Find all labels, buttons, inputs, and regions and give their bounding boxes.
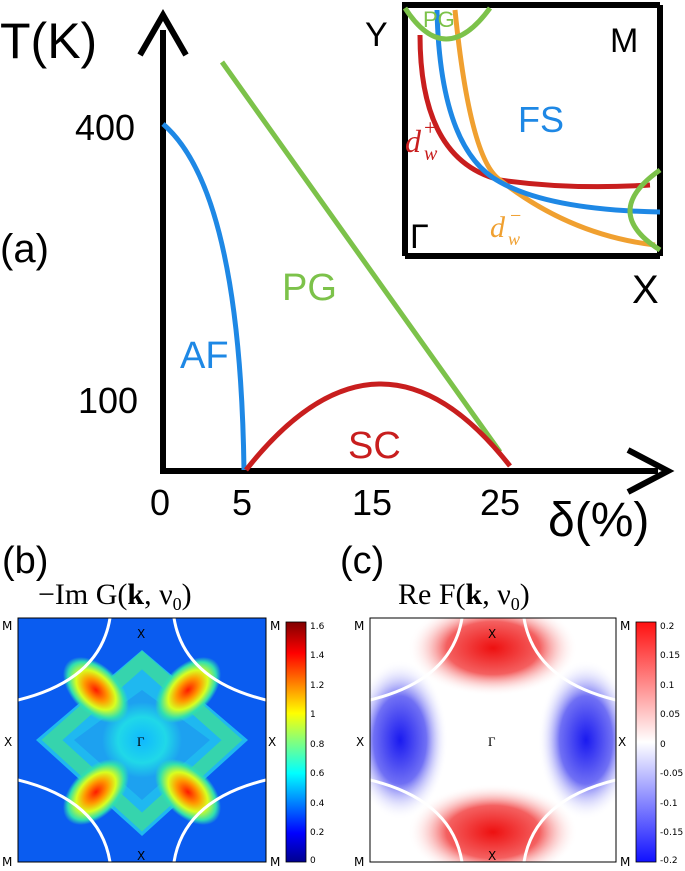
dw-plus-label: d w +	[405, 115, 438, 165]
svg-text:−: −	[510, 205, 521, 227]
sc-dome	[244, 381, 512, 472]
x-point-label: X	[356, 735, 364, 749]
fermi-surface-inset: Y M Γ X PG FS d w + d w −	[365, 2, 663, 312]
y-axis-arrow	[137, 8, 189, 57]
cbar-tick: -0.2	[660, 856, 678, 866]
inset-pg-label: PG	[423, 7, 455, 32]
x-point-label: X	[268, 735, 276, 749]
corner-m: M	[620, 619, 630, 633]
cbar-tick: 0.15	[660, 651, 680, 661]
inset-gamma-label: Γ	[410, 218, 429, 256]
y-axis-label: T(K)	[0, 13, 97, 69]
fs-curve	[434, 9, 661, 215]
corner-m: M	[2, 619, 12, 633]
inset-frame-left	[402, 2, 520, 256]
panel-c-title: Re F(k, ν0)	[398, 578, 530, 614]
x-tick-0: 0	[150, 482, 170, 523]
panel-b: (b) −Im G(k, ν0) M M	[2, 540, 325, 869]
x-tick-25: 25	[480, 482, 520, 523]
inset-fs-label: FS	[518, 99, 564, 140]
cbar-tick: -0.15	[660, 828, 683, 838]
pg-boundary	[219, 60, 503, 454]
x-point-label: X	[488, 627, 496, 641]
corner-m: M	[270, 619, 280, 633]
inset-m-label: M	[610, 22, 638, 60]
cbar-tick: 1.6	[310, 622, 325, 632]
x-tick-5: 5	[232, 482, 252, 523]
cbar-tick: -0.05	[660, 769, 683, 779]
inset-y-label: Y	[365, 16, 388, 54]
cbar-tick: 1.4	[310, 651, 325, 661]
panel-b-title: −Im G(k, ν0)	[38, 578, 192, 614]
y-tick-100: 100	[78, 380, 138, 421]
cbar-tick: 0.2	[310, 828, 324, 838]
af-label: AF	[180, 335, 229, 377]
cbar-tick: 1.2	[310, 681, 324, 691]
af-boundary	[161, 122, 247, 471]
sc-label: SC	[348, 425, 401, 467]
fs-arc	[370, 618, 464, 702]
corner-m: M	[354, 855, 364, 869]
fs-arc	[172, 618, 266, 702]
cbar-tick: 0	[310, 856, 316, 866]
gamma-label: Γ	[488, 734, 496, 749]
cbar-tick: 0.2	[660, 622, 674, 632]
cbar-tick: 0.1	[660, 681, 674, 691]
inset-x-label: X	[632, 268, 659, 312]
dw-minus-label: d w −	[490, 205, 521, 249]
svg-text:w: w	[424, 143, 438, 165]
spectral-map	[18, 618, 266, 862]
x-point-label: X	[4, 735, 12, 749]
cbar-tick: 0.4	[310, 799, 325, 809]
x-axis-label: δ(%)	[548, 494, 649, 547]
corner-m: M	[620, 855, 630, 869]
corner-m: M	[2, 855, 12, 869]
pg-label: PG	[282, 267, 337, 309]
panel-label-a: (a)	[0, 227, 49, 271]
x-point-label: X	[488, 849, 496, 863]
svg-text:d: d	[405, 123, 422, 159]
x-point-label: X	[618, 735, 626, 749]
fs-arc	[522, 618, 616, 702]
cbar-tick: -0.1	[660, 799, 678, 809]
svg-text:+: +	[424, 115, 436, 140]
cbar-tick: 0.8	[310, 740, 325, 750]
x-tick-15: 15	[352, 482, 392, 523]
fs-arc	[522, 778, 616, 862]
colorbar-b	[285, 621, 307, 863]
svg-text:d: d	[490, 211, 506, 244]
fs-arc	[370, 778, 464, 862]
x-axis-arrow	[626, 447, 675, 495]
cbar-tick: 1	[310, 710, 316, 720]
panel-label-b: (b)	[2, 540, 48, 582]
panel-label-c: (c)	[340, 540, 384, 582]
colorbar-c	[635, 621, 657, 863]
cbar-tick: 0.6	[310, 769, 325, 779]
svg-text:w: w	[508, 229, 520, 249]
cbar-tick: 0.05	[660, 710, 680, 720]
panel-c: (c) Re F(k, ν0) M M M M X X X X Γ	[340, 540, 683, 869]
cbar-tick: 0	[660, 740, 666, 750]
anomalous-map	[370, 618, 616, 862]
phase-diagram: T(K) δ(%) (a) 400 100 0 5 15 25 AF PG SC	[0, 8, 675, 547]
corner-m: M	[354, 619, 364, 633]
fs-arc	[172, 778, 266, 862]
x-point-label: X	[137, 849, 145, 863]
fs-arc	[18, 618, 112, 702]
fs-arc	[18, 778, 112, 862]
corner-m: M	[270, 855, 280, 869]
gamma-label: Γ	[137, 734, 145, 749]
pg-pocket-top	[402, 6, 493, 42]
pg-pocket-right	[627, 167, 662, 253]
x-point-label: X	[137, 627, 145, 641]
y-tick-400: 400	[75, 107, 135, 148]
svg-text:Re F(k, ν0): Re F(k, ν0)	[398, 578, 530, 614]
svg-text:−Im G(k, ν0): −Im G(k, ν0)	[38, 578, 192, 614]
